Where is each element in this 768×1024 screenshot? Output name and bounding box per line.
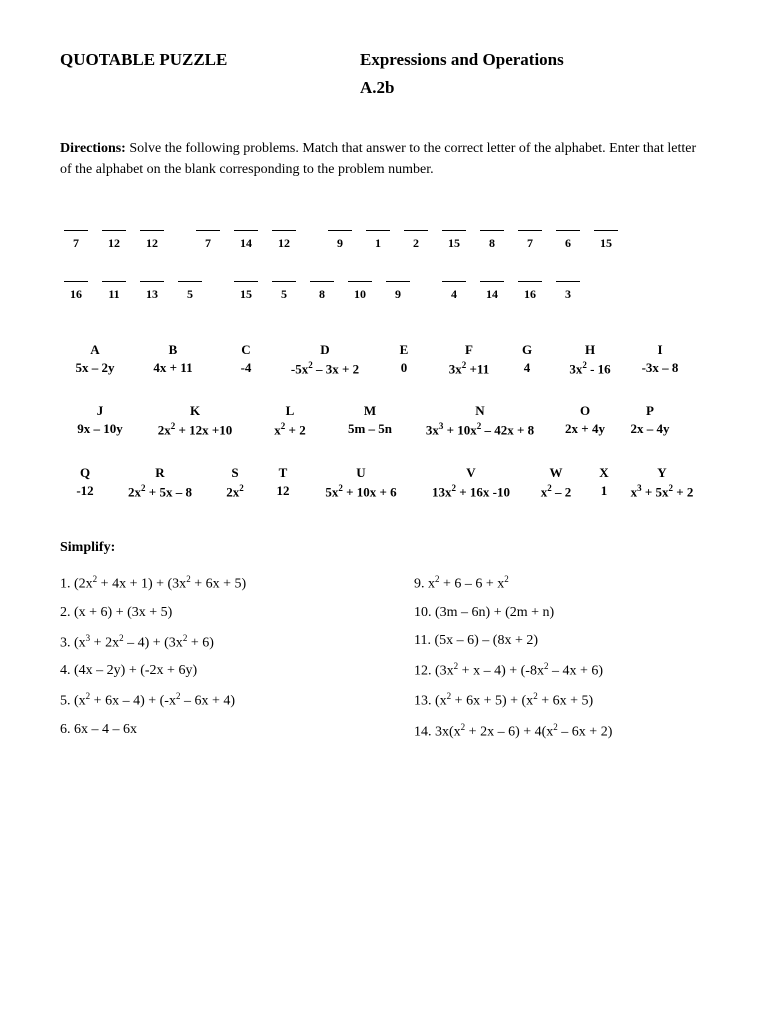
blank-cell: 14: [476, 281, 508, 302]
blank-cell: 5: [174, 281, 206, 302]
key-cell: O2x + 4y: [550, 403, 620, 438]
key-cell: K2x2 + 12x +10: [140, 403, 250, 438]
blank-cell: 5: [268, 281, 300, 302]
key-cell: D-5x2 – 3x + 2: [276, 342, 374, 377]
key-cell: H3x2 - 16: [550, 342, 630, 377]
blank-cell: 7: [192, 230, 224, 251]
blanks-container: 7121271412912158761516111351558109414163: [60, 230, 708, 302]
problem: 12. (3x2 + x – 4) + (-8x2 – 4x + 6): [414, 661, 708, 680]
key-cell: B4x + 11: [130, 342, 216, 377]
simplify-header: Simplify:: [60, 540, 708, 556]
blank-cell: 2: [400, 230, 432, 251]
key-row: Q-12R2x2 + 5x – 8S2x2T12U5x2 + 10x + 6V1…: [60, 465, 708, 500]
problems: 1. (2x2 + 4x + 1) + (3x2 + 6x + 5) 2. (x …: [60, 574, 708, 753]
blank-cell: 10: [344, 281, 376, 302]
key-row: A5x – 2yB4x + 11C-4D-5x2 – 3x + 2E0F3x2 …: [60, 342, 708, 377]
key-cell: T12: [260, 465, 306, 500]
blank-cell: 7: [514, 230, 546, 251]
blank-cell: 11: [98, 281, 130, 302]
problems-right-col: 9. x2 + 6 – 6 + x2 10. (3m – 6n) + (2m + …: [414, 574, 708, 753]
blank-cell: 15: [438, 230, 470, 251]
problem: 1. (2x2 + 4x + 1) + (3x2 + 6x + 5): [60, 574, 354, 593]
key-cell: M5m – 5n: [330, 403, 410, 438]
key-cell: V13x2 + 16x -10: [416, 465, 526, 500]
title-right: Expressions and Operations: [360, 50, 564, 70]
problem: 9. x2 + 6 – 6 + x2: [414, 574, 708, 593]
problem: 3. (x3 + 2x2 – 4) + (3x2 + 6): [60, 633, 354, 652]
problems-left-col: 1. (2x2 + 4x + 1) + (3x2 + 6x + 5) 2. (x …: [60, 574, 354, 753]
blank-cell: 1: [362, 230, 394, 251]
key-cell: S2x2: [210, 465, 260, 500]
problem: 11. (5x – 6) – (8x + 2): [414, 633, 708, 649]
key-row: J9x – 10yK2x2 + 12x +10Lx2 + 2M5m – 5nN3…: [60, 403, 708, 438]
problem: 6. 6x – 4 – 6x: [60, 722, 354, 738]
problem: 4. (4x – 2y) + (-2x + 6y): [60, 663, 354, 679]
blank-cell: 14: [230, 230, 262, 251]
key-cell: U5x2 + 10x + 6: [306, 465, 416, 500]
answer-key: A5x – 2yB4x + 11C-4D-5x2 – 3x + 2E0F3x2 …: [60, 342, 708, 500]
blank-cell: 9: [382, 281, 414, 302]
blanks-row: 16111351558109414163: [60, 281, 708, 302]
key-cell: X1: [586, 465, 622, 500]
key-cell: J9x – 10y: [60, 403, 140, 438]
blank-cell: 16: [514, 281, 546, 302]
blank-cell: 8: [306, 281, 338, 302]
problem: 10. (3m – 6n) + (2m + n): [414, 605, 708, 621]
key-cell: F3x2 +11: [434, 342, 504, 377]
key-cell: G4: [504, 342, 550, 377]
subtitle: A.2b: [360, 78, 708, 98]
key-cell: Q-12: [60, 465, 110, 500]
key-cell: C-4: [216, 342, 276, 377]
key-cell: I-3x – 8: [630, 342, 690, 377]
blank-cell: 15: [590, 230, 622, 251]
directions-text: Solve the following problems. Match that…: [60, 141, 696, 177]
directions-label: Directions:: [60, 141, 126, 156]
blank-cell: 12: [136, 230, 168, 251]
directions: Directions: Solve the following problems…: [60, 138, 708, 180]
blank-cell: 12: [268, 230, 300, 251]
blank-cell: 9: [324, 230, 356, 251]
blank-cell: 12: [98, 230, 130, 251]
key-cell: Lx2 + 2: [250, 403, 330, 438]
problem: 13. (x2 + 6x + 5) + (x2 + 6x + 5): [414, 691, 708, 710]
blank-cell: 8: [476, 230, 508, 251]
key-cell: R2x2 + 5x – 8: [110, 465, 210, 500]
problem: 2. (x + 6) + (3x + 5): [60, 605, 354, 621]
blank-cell: 15: [230, 281, 262, 302]
problem: 14. 3x(x2 + 2x – 6) + 4(x2 – 6x + 2): [414, 722, 708, 741]
blank-cell: 13: [136, 281, 168, 302]
blank-cell: 16: [60, 281, 92, 302]
problem: 5. (x2 + 6x – 4) + (-x2 – 6x + 4): [60, 691, 354, 710]
blank-cell: 6: [552, 230, 584, 251]
key-cell: P2x – 4y: [620, 403, 680, 438]
title-left: QUOTABLE PUZZLE: [60, 50, 360, 70]
blanks-row: 71212714129121587615: [60, 230, 708, 251]
key-cell: E0: [374, 342, 434, 377]
blank-cell: 3: [552, 281, 584, 302]
key-cell: Wx2 – 2: [526, 465, 586, 500]
key-cell: A5x – 2y: [60, 342, 130, 377]
blank-cell: 7: [60, 230, 92, 251]
key-cell: N3x3 + 10x2 – 42x + 8: [410, 403, 550, 438]
key-cell: Yx3 + 5x2 + 2: [622, 465, 702, 500]
blank-cell: 4: [438, 281, 470, 302]
